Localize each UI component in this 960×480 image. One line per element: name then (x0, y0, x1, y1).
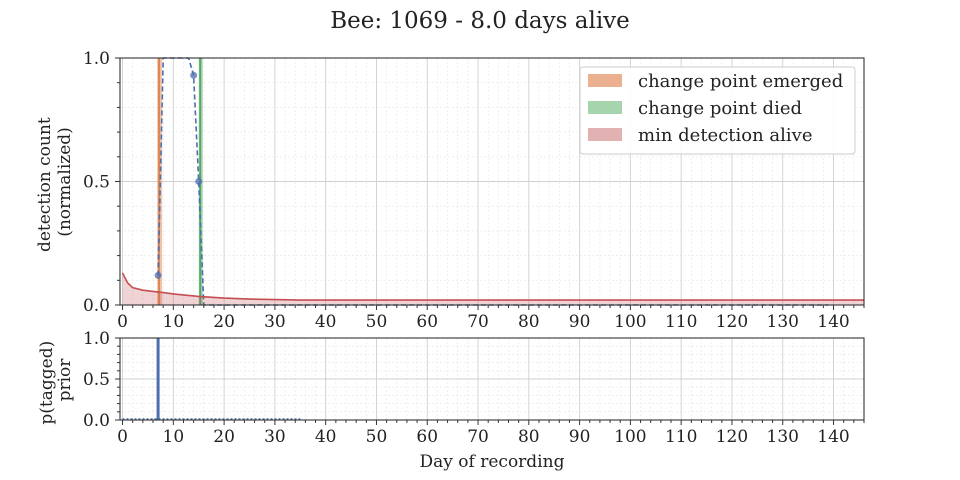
bottom-y-tick-label: 0.0 (83, 411, 110, 431)
top-legend-label-2: min detection alive (638, 125, 813, 146)
bottom-x-tick-label: 40 (315, 427, 337, 447)
top-x-tick-label: 30 (264, 312, 286, 332)
bottom-x-tick-label: 120 (716, 427, 748, 447)
bottom-x-tick-label: 140 (817, 427, 849, 447)
top-series-1-area (122, 272, 864, 305)
top-x-tick-label: 80 (518, 312, 540, 332)
top-x-tick-label: 40 (315, 312, 337, 332)
top-series-1-line (121, 272, 864, 301)
top-y-tick-label: 0.0 (83, 296, 110, 316)
bottom-x-tick-label: 90 (569, 427, 591, 447)
top-series-0-point (195, 178, 203, 185)
top-x-tick-label: 10 (163, 312, 185, 332)
bottom-y-tick-label: 0.5 (83, 370, 110, 390)
top-x-tick-label: 70 (467, 312, 489, 332)
top-y-tick-label: 0.5 (83, 173, 110, 193)
top-series-0-point (190, 71, 198, 79)
top-y-axis-label-line-1: detection count (35, 117, 55, 252)
bottom-x-tick-label: 0 (117, 427, 128, 447)
top-x-tick-label: 130 (767, 312, 799, 332)
bottom-x-tick-label: 110 (665, 427, 697, 447)
top-panel: 0 10 20 30 40 50 60 70 80 90 100 110 120 130 140 0.0 0.5… (83, 49, 865, 332)
top-y-axis-label: detection count (normalized) (35, 112, 75, 252)
top-x-tick-label: 0 (117, 312, 128, 332)
top-x-tick-label: 140 (817, 312, 849, 332)
top-legend-swatch-2 (588, 128, 622, 141)
bottom-x-tick-label: 10 (163, 427, 185, 447)
bottom-y-axis-label-line-1: p(tagged) (37, 341, 57, 425)
top-legend-box (579, 66, 856, 155)
top-x-tick-label: 20 (213, 312, 235, 332)
top-legend-label-1: change point died (638, 98, 802, 119)
bottom-x-tick-label: 20 (213, 427, 235, 447)
x-axis-label: Day of recording (420, 452, 565, 472)
top-x-tick-label: 120 (716, 312, 748, 332)
top-legend-label-0: change point emerged (638, 71, 843, 92)
top-x-tick-label: 110 (665, 312, 697, 332)
bottom-x-tick-label: 80 (518, 427, 540, 447)
bottom-x-tick-label: 50 (366, 427, 388, 447)
bottom-x-tick-label: 70 (467, 427, 489, 447)
top-x-tick-label: 50 (366, 312, 388, 332)
bottom-x-tick-label: 30 (264, 427, 286, 447)
chart-title: Bee: 1069 - 8.0 days alive (330, 8, 630, 34)
bottom-x-tick-label: 100 (614, 427, 646, 447)
top-legend-swatch-1 (588, 101, 622, 114)
top-x-tick-label: 90 (569, 312, 591, 332)
top-y-axis-label-line-2: (normalized) (55, 127, 75, 237)
top-y-tick-label: 1.0 (83, 49, 110, 69)
bottom-x-tick-label: 130 (767, 427, 799, 447)
bottom-y-axis-label: p(tagged) prior (37, 335, 75, 424)
top-series-0-point (154, 271, 162, 279)
top-legend-swatch-0 (588, 74, 622, 87)
bottom-y-axis-label-line-2: prior (55, 358, 75, 402)
top-x-tick-label: 60 (416, 312, 438, 332)
bottom-x-tick-label: 60 (416, 427, 438, 447)
bottom-panel: 0 10 20 30 40 50 60 70 80 90 100 110 120 130 140 0.0 0.5… (83, 329, 865, 447)
bottom-y-tick-label: 1.0 (83, 329, 110, 349)
top-x-tick-label: 100 (614, 312, 646, 332)
